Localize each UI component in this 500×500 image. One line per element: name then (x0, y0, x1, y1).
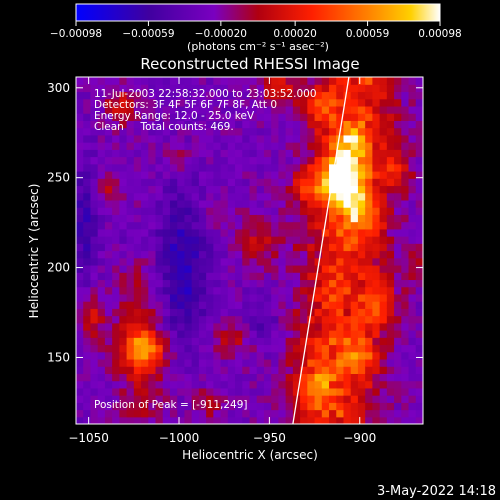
colorbar-tick-label: 0.00020 (273, 28, 316, 40)
y-tick-label: 300 (47, 81, 70, 95)
solar-limb-line (292, 77, 350, 424)
annotation-detectors: Detectors: 3F 4F 5F 6F 7F 8F, Att 0 (94, 99, 277, 111)
colorbar-tick-label: −0.00098 (50, 28, 102, 40)
y-axis-label: Heliocentric Y (arcsec) (27, 184, 41, 319)
x-axis-label: Heliocentric X (arcsec) (182, 448, 318, 462)
annotation-time-range: 11-Jul-2003 22:58:32.000 to 23:03:52.000 (94, 88, 317, 100)
chart-title: Reconstructed RHESSI Image (140, 55, 359, 73)
y-tick-label: 200 (47, 261, 70, 275)
colorbar-tick-label: −0.00059 (122, 28, 174, 40)
plot-frame (75, 76, 424, 425)
x-tick-label: −900 (343, 431, 376, 445)
colorbar (75, 3, 441, 22)
colorbar-tick-label: −0.00020 (195, 28, 247, 40)
x-tick-label: −1050 (68, 431, 109, 445)
annotation-energy-range: Energy Range: 12.0 - 25.0 keV (94, 110, 255, 122)
y-tick-label: 150 (47, 350, 70, 364)
annotation-counts: Clean Total counts: 469. (94, 121, 234, 133)
x-tick-label: −950 (253, 431, 286, 445)
peak-position-label: Position of Peak = [-911,249] (94, 399, 248, 411)
colorbar-tick-label: 0.00098 (418, 28, 461, 40)
y-tick-label: 250 (47, 171, 70, 185)
footer-date: 3-May-2022 14:18 (377, 484, 496, 499)
x-tick-label: −1000 (159, 431, 200, 445)
colorbar-tick-label: 0.00059 (346, 28, 389, 40)
heatmap-cells (76, 77, 423, 424)
colorbar-unit-label: (photons cm⁻² s⁻¹ asec⁻²) (187, 40, 329, 53)
